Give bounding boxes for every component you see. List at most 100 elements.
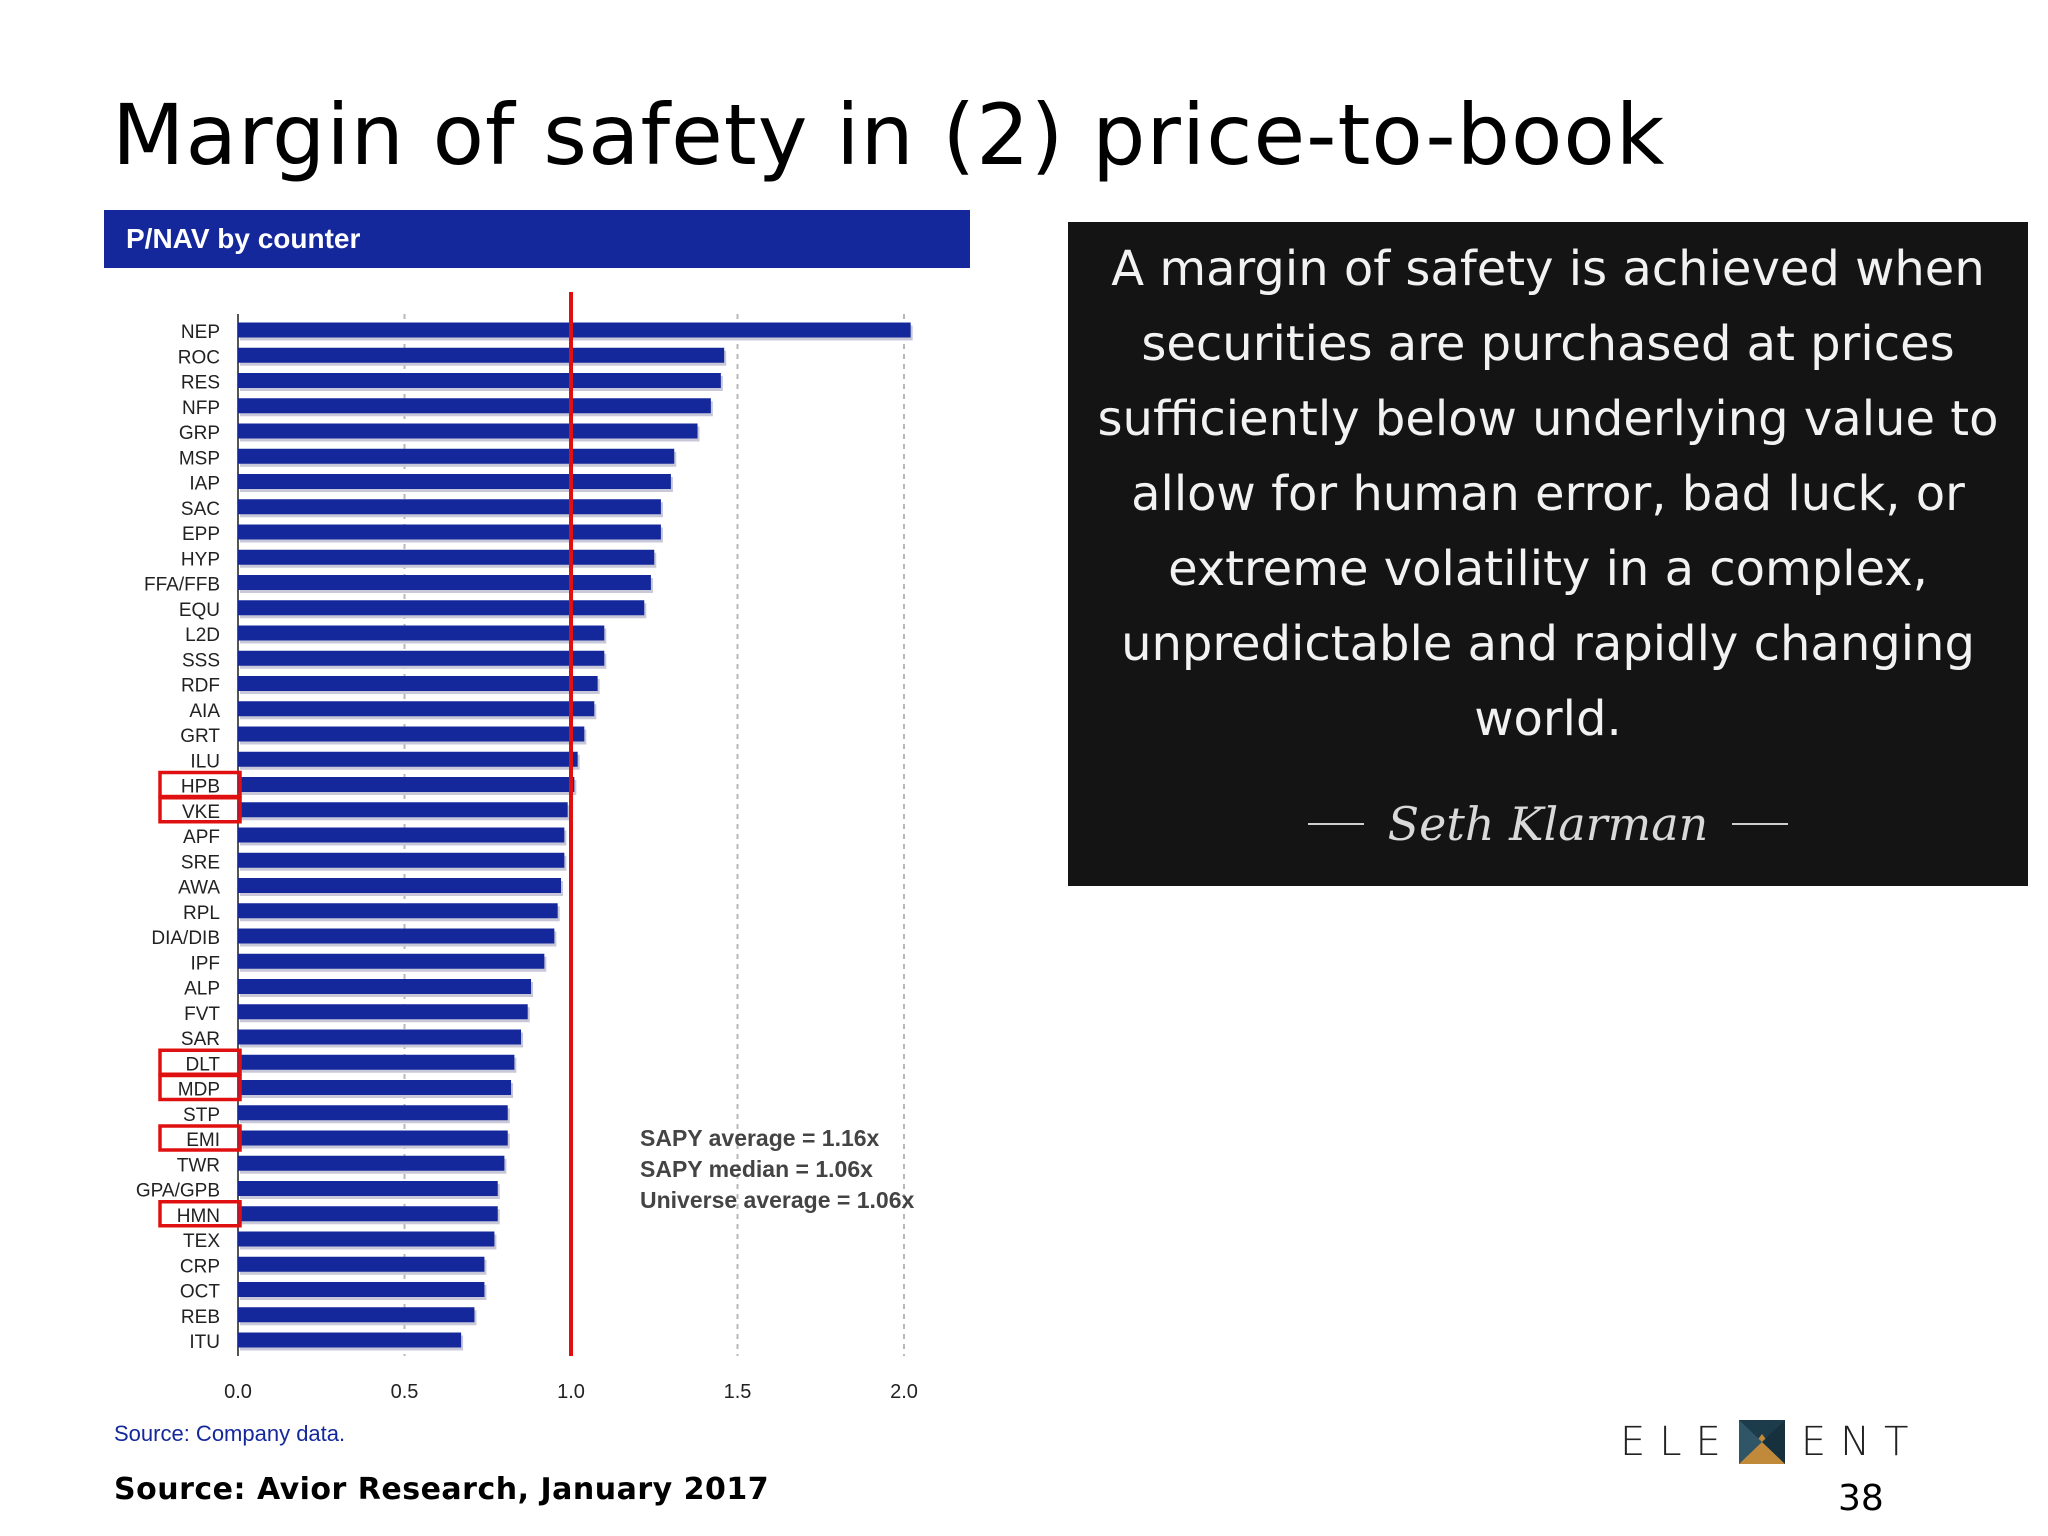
category-label-oct: OCT: [180, 1282, 221, 1303]
bar-sss: [238, 650, 605, 666]
bar-roc: [238, 347, 725, 363]
dash-right: [1732, 823, 1789, 825]
category-label-twr: TWR: [177, 1155, 220, 1176]
bar-ffa-ffb: [238, 575, 651, 590]
category-label-nfp: NFP: [182, 398, 220, 419]
x-tick-label-2: 1.0: [557, 1381, 585, 1403]
category-label-crp: CRP: [180, 1256, 220, 1277]
category-label-roc: ROC: [178, 347, 220, 368]
category-label-nep: NEP: [181, 322, 220, 343]
category-label-sre: SRE: [181, 852, 220, 873]
category-label-ipf: IPF: [190, 953, 220, 974]
quote-text: A margin of safety is achieved when secu…: [1097, 241, 1999, 747]
bar-vke: [238, 802, 568, 818]
category-label-grt: GRT: [180, 726, 220, 747]
bar-ipf: [238, 953, 545, 969]
bar-mdp: [238, 1080, 512, 1095]
bar-dia-dib: [238, 928, 555, 944]
bar-hmn: [238, 1206, 498, 1222]
bar-rdf: [238, 676, 598, 691]
bar-crp: [238, 1256, 485, 1272]
highlight-box-emi: [158, 1124, 242, 1152]
bar-fvt: [238, 1004, 528, 1020]
category-label-sss: SSS: [182, 650, 220, 671]
category-label-iap: IAP: [189, 474, 220, 495]
category-label-tex: TEX: [183, 1231, 220, 1252]
bar-ilu: [238, 751, 578, 767]
category-label-stp: STP: [183, 1105, 220, 1126]
category-label-msp: MSP: [179, 448, 220, 469]
category-label-emi: EMI: [186, 1130, 220, 1151]
category-label-vke: VKE: [182, 802, 220, 823]
category-label-ffa-ffb: FFA/FFB: [144, 575, 220, 596]
category-label-grp: GRP: [179, 423, 220, 444]
category-label-sac: SAC: [181, 499, 220, 520]
bar-reb: [238, 1307, 475, 1323]
category-label-awa: AWA: [178, 878, 220, 899]
slide-source: Source: Avior Research, January 2017: [114, 1472, 770, 1507]
category-label-gpa-gpb: GPA/GPB: [136, 1181, 220, 1202]
category-label-rdf: RDF: [181, 676, 220, 697]
highlight-box-hmn: [158, 1200, 242, 1228]
bar-rpl: [238, 903, 558, 919]
category-label-hmn: HMN: [177, 1206, 220, 1227]
element-logo: ELE ENT: [1620, 1418, 1922, 1466]
x-tick-label-1: 0.5: [391, 1381, 419, 1403]
chart-source-note: Source: Company data.: [114, 1421, 346, 1446]
bar-sac: [238, 499, 661, 515]
bar-gpa-gpb: [238, 1181, 498, 1196]
highlight-box-vke: [158, 796, 242, 824]
x-tick-label-0: 0.0: [224, 1381, 252, 1403]
bar-grp: [238, 423, 698, 439]
quote-author: Seth Klarman: [1387, 797, 1709, 851]
category-label-aia: AIA: [189, 701, 220, 722]
bar-epp: [238, 524, 661, 540]
category-label-reb: REB: [181, 1307, 220, 1328]
bar-stp: [238, 1105, 508, 1121]
bar-hyp: [238, 549, 655, 565]
category-label-rpl: RPL: [183, 903, 220, 924]
category-label-itu: ITU: [189, 1332, 220, 1353]
bar-oct: [238, 1282, 485, 1297]
chart-title: P/NAV by counter: [104, 210, 970, 268]
quote-attribution: Seth Klarman: [1082, 797, 2014, 851]
bar-apf: [238, 827, 565, 843]
x-tick-label-3: 1.5: [724, 1381, 752, 1403]
dash-left: [1307, 823, 1364, 825]
bar-equ: [238, 600, 645, 616]
logo-text-left: ELE: [1620, 1419, 1735, 1465]
category-label-equ: EQU: [179, 600, 220, 621]
category-label-res: RES: [181, 373, 220, 394]
bar-msp: [238, 448, 675, 464]
slide-title: Margin of safety in (2) price-to-book: [112, 86, 1666, 184]
bar-aia: [238, 701, 595, 717]
bar-tex: [238, 1231, 495, 1247]
page-number: 38: [1838, 1478, 1884, 1519]
bar-sar: [238, 1029, 522, 1045]
category-label-fvt: FVT: [184, 1004, 220, 1025]
category-label-apf: APF: [183, 827, 220, 848]
category-label-mdp: MDP: [178, 1080, 220, 1101]
category-label-sar: SAR: [181, 1029, 220, 1050]
category-label-epp: EPP: [182, 524, 220, 545]
category-label-l2d: L2D: [185, 625, 220, 646]
bar-l2d: [238, 625, 605, 641]
bar-nfp: [238, 398, 711, 414]
bar-res: [238, 373, 721, 388]
logo-mark-icon: [1738, 1420, 1785, 1464]
quote-box: A margin of safety is achieved when secu…: [1068, 222, 2028, 886]
bar-awa: [238, 878, 562, 893]
annotation-1: SAPY median = 1.06x: [640, 1156, 873, 1182]
bar-grt: [238, 726, 585, 742]
logo-text-right: ENT: [1800, 1419, 1923, 1465]
category-label-dia-dib: DIA/DIB: [151, 928, 220, 949]
x-tick-label-4: 2.0: [890, 1381, 918, 1403]
bar-nep: [238, 322, 911, 338]
bar-dlt: [238, 1054, 515, 1070]
category-label-dlt: DLT: [186, 1054, 221, 1075]
category-label-ilu: ILU: [190, 751, 220, 772]
category-label-alp: ALP: [184, 979, 220, 1000]
bar-itu: [238, 1332, 462, 1348]
annotation-0: SAPY average = 1.16x: [640, 1125, 880, 1151]
